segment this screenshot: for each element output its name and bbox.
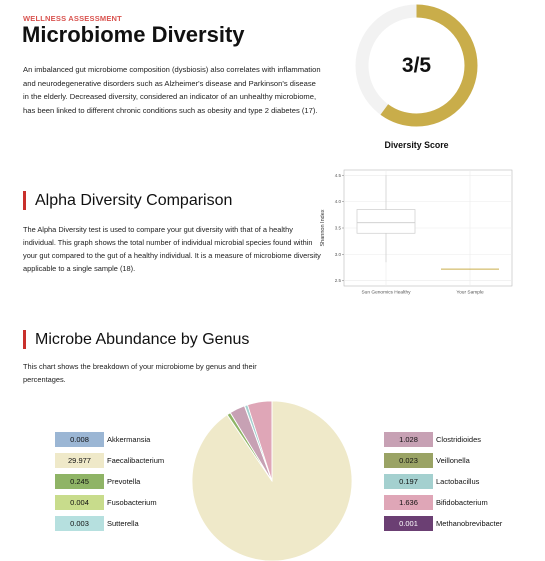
- score-ring-graphic: [355, 4, 478, 127]
- legend-value: 29.977: [55, 453, 104, 468]
- intro-paragraph: An imbalanced gut microbiome composition…: [23, 65, 321, 116]
- y-tick-label: 4.5: [335, 173, 342, 178]
- diversity-score-value: 3/5: [401, 53, 432, 77]
- heading-accent-bar: [23, 330, 26, 349]
- box-0: [356, 175, 416, 263]
- alpha-diversity-heading: Alpha Diversity Comparison: [23, 191, 232, 210]
- alpha-diversity-heading-text: Alpha Diversity Comparison: [35, 191, 233, 209]
- diversity-score-caption: Diversity Score: [384, 140, 449, 150]
- legend-value: 0.197: [384, 474, 433, 489]
- legend-label: Veillonella: [436, 456, 470, 465]
- y-tick-label: 3.5: [335, 226, 342, 231]
- legend-item: 0.008 Akkermansia: [55, 432, 150, 447]
- legend-label: Bifidobacterium: [436, 498, 488, 507]
- legend-item: 29.977 Faecalibacterium: [55, 453, 164, 468]
- legend-item: 0.197 Lactobacillus: [384, 474, 479, 489]
- legend-item: 0.245 Prevotella: [55, 474, 140, 489]
- y-tick-label: 2.5: [335, 278, 342, 283]
- legend-item: 1.028 Clostridioides: [384, 432, 481, 447]
- legend-value: 0.008: [55, 432, 104, 447]
- legend-label: Akkermansia: [107, 435, 151, 444]
- genus-pie-chart: [191, 400, 353, 561]
- legend-value: 1.028: [384, 432, 433, 447]
- legend-value: 0.023: [384, 453, 433, 468]
- legend-value: 0.245: [55, 474, 104, 489]
- legend-value: 0.004: [55, 495, 104, 510]
- legend-label: Faecalibacterium: [107, 456, 165, 465]
- legend-value: 1.636: [384, 495, 433, 510]
- x-tick-label: Your Sample: [456, 290, 484, 296]
- legend-item: 0.003 Sutterella: [55, 516, 139, 531]
- legend-label: Clostridioides: [436, 435, 482, 444]
- diversity-score-ring: 3/5: [355, 4, 478, 127]
- legend-label: Methanobrevibacter: [436, 519, 503, 528]
- alpha-diversity-description: The Alpha Diversity test is used to comp…: [23, 225, 321, 274]
- legend-item: 0.023 Veillonella: [384, 453, 470, 468]
- legend-label: Fusobacterium: [107, 498, 157, 507]
- abundance-heading: Microbe Abundance by Genus: [23, 330, 249, 349]
- alpha-diversity-boxplot: 2.5 3.0 3.5 4.0 4.5 Sun Genomics Healthy Your …: [320, 169, 513, 296]
- y-tick-label: 4.0: [335, 199, 342, 204]
- legend-item: 0.001 Methanobrevibacter: [384, 516, 502, 531]
- legend-item: 1.636 Bifidobacterium: [384, 495, 488, 510]
- legend-item: 0.004 Fusobacterium: [55, 495, 157, 510]
- abundance-description: This chart shows the breakdown of your m…: [23, 362, 257, 384]
- y-axis-label: Shannon Index: [320, 209, 326, 246]
- legend-value: 0.001: [384, 516, 433, 531]
- heading-accent-bar: [23, 191, 26, 210]
- legend-label: Prevotella: [107, 477, 141, 486]
- legend-value: 0.003: [55, 516, 104, 531]
- x-tick-label: Sun Genomics Healthy: [361, 290, 411, 296]
- abundance-heading-text: Microbe Abundance by Genus: [35, 330, 250, 348]
- legend-label: Sutterella: [107, 519, 139, 528]
- score-ring-fill: [355, 4, 478, 127]
- box-body: [356, 209, 416, 234]
- page-title: Microbiome Diversity: [22, 22, 245, 47]
- legend-label: Lactobacillus: [436, 477, 480, 486]
- section-eyebrow: WELLNESS ASSESSMENT: [23, 14, 122, 23]
- y-tick-label: 3.0: [335, 252, 342, 257]
